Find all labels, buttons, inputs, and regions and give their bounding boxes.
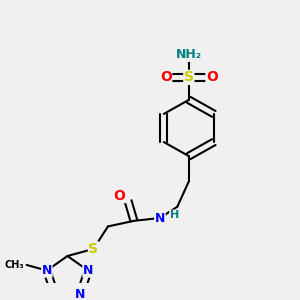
Text: CH₃: CH₃ xyxy=(4,260,24,270)
Text: O: O xyxy=(113,188,125,203)
Text: N: N xyxy=(75,288,86,300)
Text: S: S xyxy=(88,242,98,256)
Text: N: N xyxy=(155,212,165,224)
Text: H: H xyxy=(170,210,179,220)
Text: NH₂: NH₂ xyxy=(176,48,202,61)
Text: O: O xyxy=(206,70,218,84)
Text: O: O xyxy=(160,70,172,84)
Text: N: N xyxy=(83,264,93,277)
Text: S: S xyxy=(184,70,194,84)
Text: N: N xyxy=(42,264,52,277)
